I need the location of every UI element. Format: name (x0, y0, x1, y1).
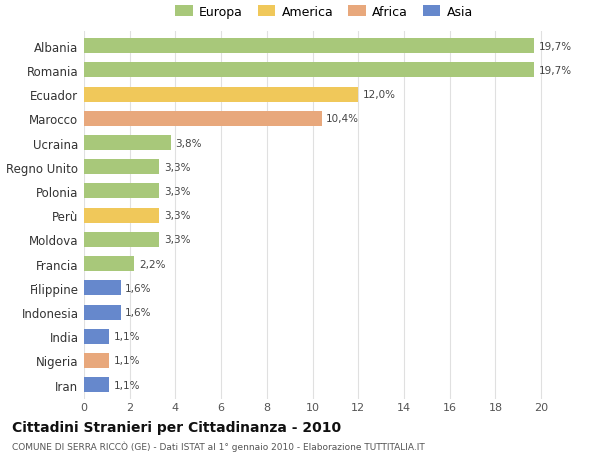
Text: 1,1%: 1,1% (114, 380, 140, 390)
Text: 3,3%: 3,3% (164, 235, 191, 245)
Bar (84, 353, 109, 368)
Bar (84, 184, 160, 199)
Text: Cittadini Stranieri per Cittadinanza - 2010: Cittadini Stranieri per Cittadinanza - 2… (12, 420, 341, 434)
Text: 19,7%: 19,7% (539, 42, 572, 51)
Bar (84, 208, 160, 223)
Bar (84, 88, 358, 102)
Text: 1,6%: 1,6% (125, 283, 152, 293)
Text: 3,3%: 3,3% (164, 162, 191, 173)
Text: 1,1%: 1,1% (114, 356, 140, 366)
Bar (84, 39, 534, 54)
Text: 1,6%: 1,6% (125, 308, 152, 317)
Bar (84, 63, 534, 78)
Legend: Europa, America, Africa, Asia: Europa, America, Africa, Asia (173, 4, 475, 22)
Text: 3,3%: 3,3% (164, 186, 191, 196)
Bar (84, 281, 121, 296)
Text: 12,0%: 12,0% (363, 90, 396, 100)
Bar (84, 257, 134, 272)
Text: 3,8%: 3,8% (175, 138, 202, 148)
Bar (84, 329, 109, 344)
Text: 10,4%: 10,4% (326, 114, 359, 124)
Bar (84, 136, 171, 151)
Text: 1,1%: 1,1% (114, 331, 140, 341)
Bar (84, 377, 109, 392)
Text: COMUNE DI SERRA RICCÒ (GE) - Dati ISTAT al 1° gennaio 2010 - Elaborazione TUTTIT: COMUNE DI SERRA RICCÒ (GE) - Dati ISTAT … (12, 441, 425, 451)
Bar (84, 112, 322, 127)
Bar (84, 232, 160, 247)
Text: 2,2%: 2,2% (139, 259, 166, 269)
Text: 3,3%: 3,3% (164, 211, 191, 221)
Bar (84, 305, 121, 320)
Bar (84, 160, 160, 175)
Text: 19,7%: 19,7% (539, 66, 572, 76)
